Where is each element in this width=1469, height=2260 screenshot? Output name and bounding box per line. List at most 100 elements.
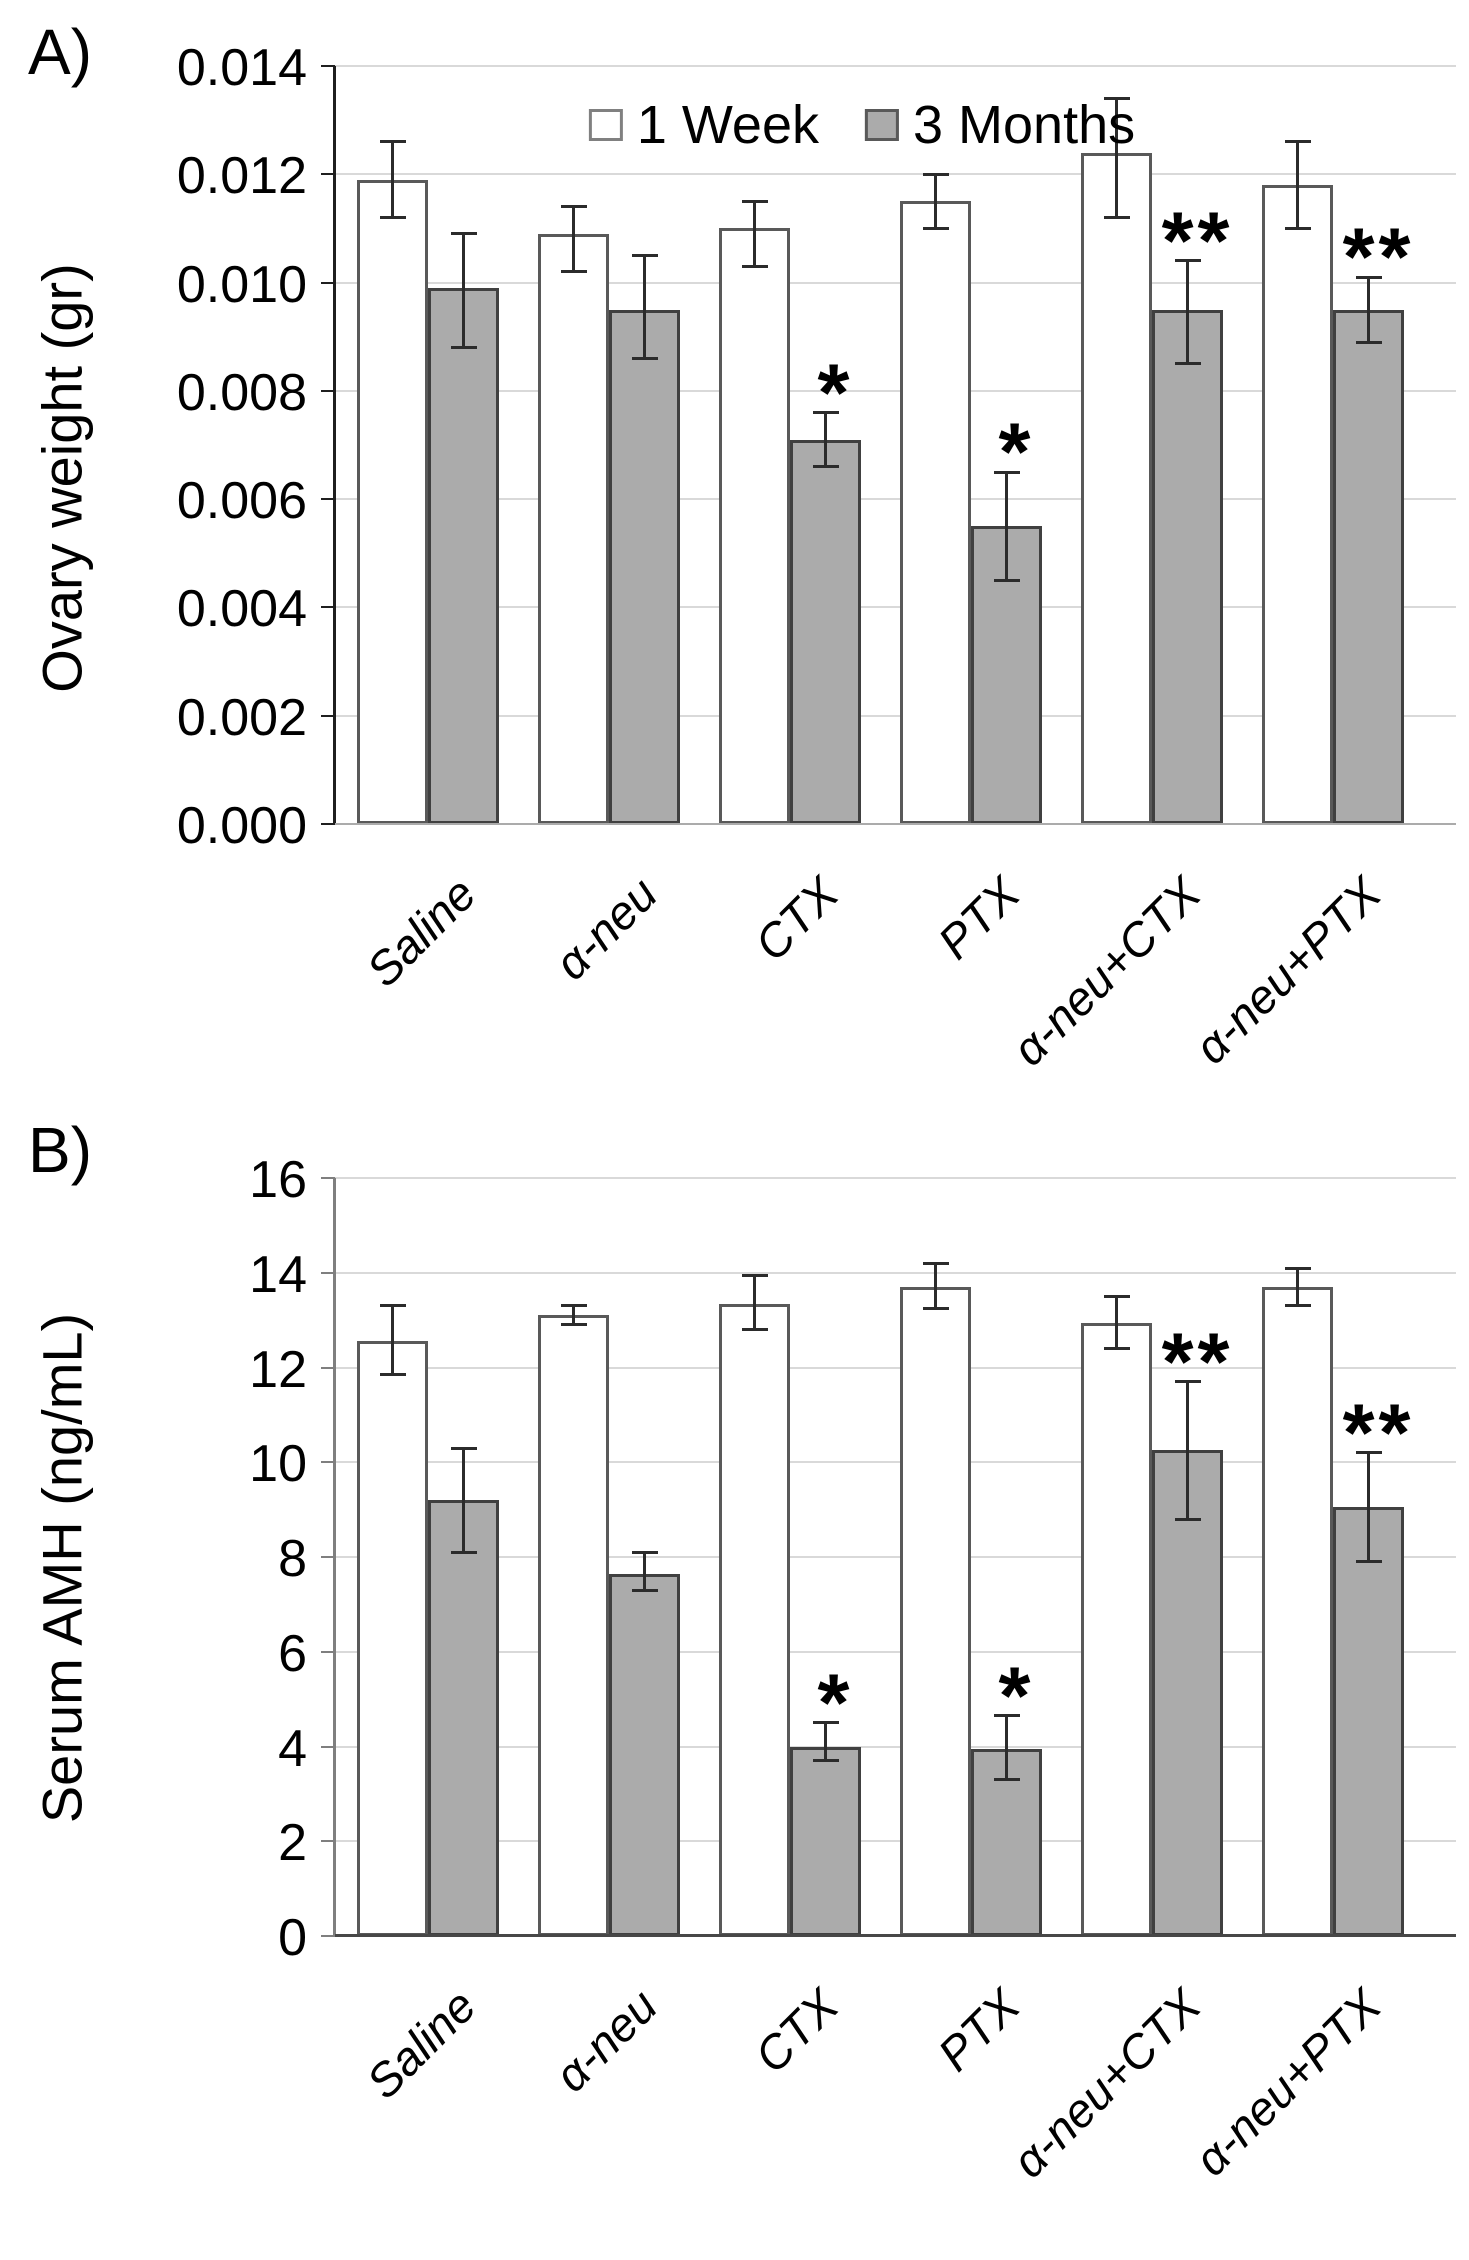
legend-item: 1 Week <box>588 98 819 152</box>
error-bar-cap <box>741 1273 768 1277</box>
y-axis-line <box>333 1178 336 1936</box>
legend-label: 3 Months <box>912 95 1136 155</box>
error-bar <box>824 1722 827 1761</box>
error-bar-cap <box>1284 226 1311 230</box>
error-bar-cap <box>560 205 587 209</box>
y-tick-label: 16 <box>249 1151 307 1209</box>
error-bar-cap <box>922 1306 949 1310</box>
x-axis-baseline <box>335 1934 1456 1937</box>
x-category-label: CTX <box>744 866 849 971</box>
x-category-label: α-neu <box>544 866 668 990</box>
error-bar <box>1186 260 1189 364</box>
bar <box>357 179 428 824</box>
bar <box>900 201 971 824</box>
bar <box>538 1315 609 1936</box>
y-tick-label: 0.010 <box>176 255 307 314</box>
error-bar-cap <box>922 172 949 176</box>
error-bar-cap <box>1174 1380 1201 1384</box>
error-bar-cap <box>812 411 839 414</box>
gridline <box>335 389 1456 392</box>
error-bar <box>934 174 937 229</box>
bar <box>538 233 609 824</box>
legend: 1 Week 3 Months <box>588 95 1136 155</box>
y-tick-label: 0.004 <box>176 580 307 639</box>
error-bar-cap <box>993 1778 1020 1782</box>
bar <box>357 1341 428 1936</box>
x-category-label: α-neu+CTX <box>1001 1978 1211 2188</box>
bar <box>428 288 499 824</box>
error-bar <box>1186 1381 1189 1520</box>
error-bar-cap <box>1355 1451 1382 1455</box>
gridline <box>335 65 1456 67</box>
error-bar-cap <box>1355 1560 1382 1564</box>
y-axis-tick <box>321 65 335 67</box>
legend-item: 3 Months <box>864 95 1136 155</box>
y-tick-label: 4 <box>278 1719 307 1778</box>
y-tick-label: 14 <box>249 1245 307 1304</box>
error-bar-cap <box>560 1304 587 1308</box>
gridline <box>335 1271 1456 1274</box>
error-bar <box>824 412 827 467</box>
bar <box>1081 1322 1152 1936</box>
error-bar-cap <box>379 1304 406 1308</box>
y-axis-tick <box>321 606 335 609</box>
error-bar-cap <box>631 254 658 257</box>
y-tick-label: 0.006 <box>176 472 307 531</box>
error-bar-cap <box>1174 259 1201 263</box>
error-bar <box>391 1305 394 1375</box>
significance-marker: * <box>817 347 854 439</box>
y-tick-label: 6 <box>278 1624 307 1683</box>
error-bar-cap <box>922 226 949 230</box>
gridline <box>335 1840 1456 1843</box>
error-bar-cap <box>1355 275 1382 279</box>
error-bar-cap <box>1103 96 1130 100</box>
error-bar-cap <box>1174 362 1201 366</box>
legend-swatch <box>588 109 623 141</box>
error-bar-cap <box>631 1588 658 1592</box>
y-tick-label: 0 <box>278 1909 307 1967</box>
error-bar <box>753 1275 756 1330</box>
x-category-label: CTX <box>744 1978 849 2083</box>
gridline <box>335 498 1456 501</box>
error-bar-cap <box>560 1323 587 1327</box>
y-axis-tick <box>321 498 335 501</box>
y-axis-tick <box>321 389 335 392</box>
bar <box>719 1303 790 1936</box>
bar <box>1152 309 1223 824</box>
gridline <box>335 1366 1456 1369</box>
gridline <box>335 173 1456 176</box>
x-category-label: α-neu <box>544 1978 668 2102</box>
bar <box>428 1500 499 1936</box>
error-bar <box>1367 1452 1370 1562</box>
significance-marker: ** <box>1342 1387 1415 1479</box>
panel-b-plot-area: 0 2 4 6 8 10 12 14 16 Saline α-neu * CTX * PTX ** α-neu+… <box>249 1154 1456 2188</box>
error-bar-cap <box>812 1721 839 1725</box>
gridline <box>335 1177 1456 1179</box>
panel-a-plot-area: 0.000 0.002 0.004 0.006 0.008 0.010 0.012 0.014… <box>177 42 1456 1076</box>
error-bar-cap <box>1103 1347 1130 1351</box>
error-bar <box>643 1552 646 1591</box>
error-bar-cap <box>379 140 406 144</box>
bar <box>1262 1286 1333 1936</box>
x-category-label: Saline <box>356 1978 487 2109</box>
error-bar-cap <box>631 1550 658 1554</box>
error-bar-cap <box>741 264 768 268</box>
y-axis-tick <box>321 1177 335 1179</box>
error-bar-cap <box>631 356 658 360</box>
error-bar-cap <box>1284 1266 1311 1270</box>
y-tick-label: 2 <box>278 1814 307 1873</box>
error-bar <box>572 1305 575 1325</box>
error-bar <box>1296 1268 1299 1306</box>
x-category-label: PTX <box>927 1978 1030 2081</box>
error-bar-cap <box>379 1373 406 1377</box>
y-axis-tick <box>321 1366 335 1369</box>
error-bar <box>1367 277 1370 343</box>
significance-marker: ** <box>1161 1316 1234 1408</box>
y-axis-tick <box>321 1650 335 1653</box>
legend-swatch <box>864 109 899 141</box>
y-axis-tick <box>321 1935 335 1937</box>
panel-a-label: A) <box>28 16 92 88</box>
y-tick-label: 12 <box>249 1340 307 1399</box>
y-tick-label: 10 <box>249 1435 307 1494</box>
panel-a-y-axis-title: Ovary weight (gr) <box>30 263 94 693</box>
